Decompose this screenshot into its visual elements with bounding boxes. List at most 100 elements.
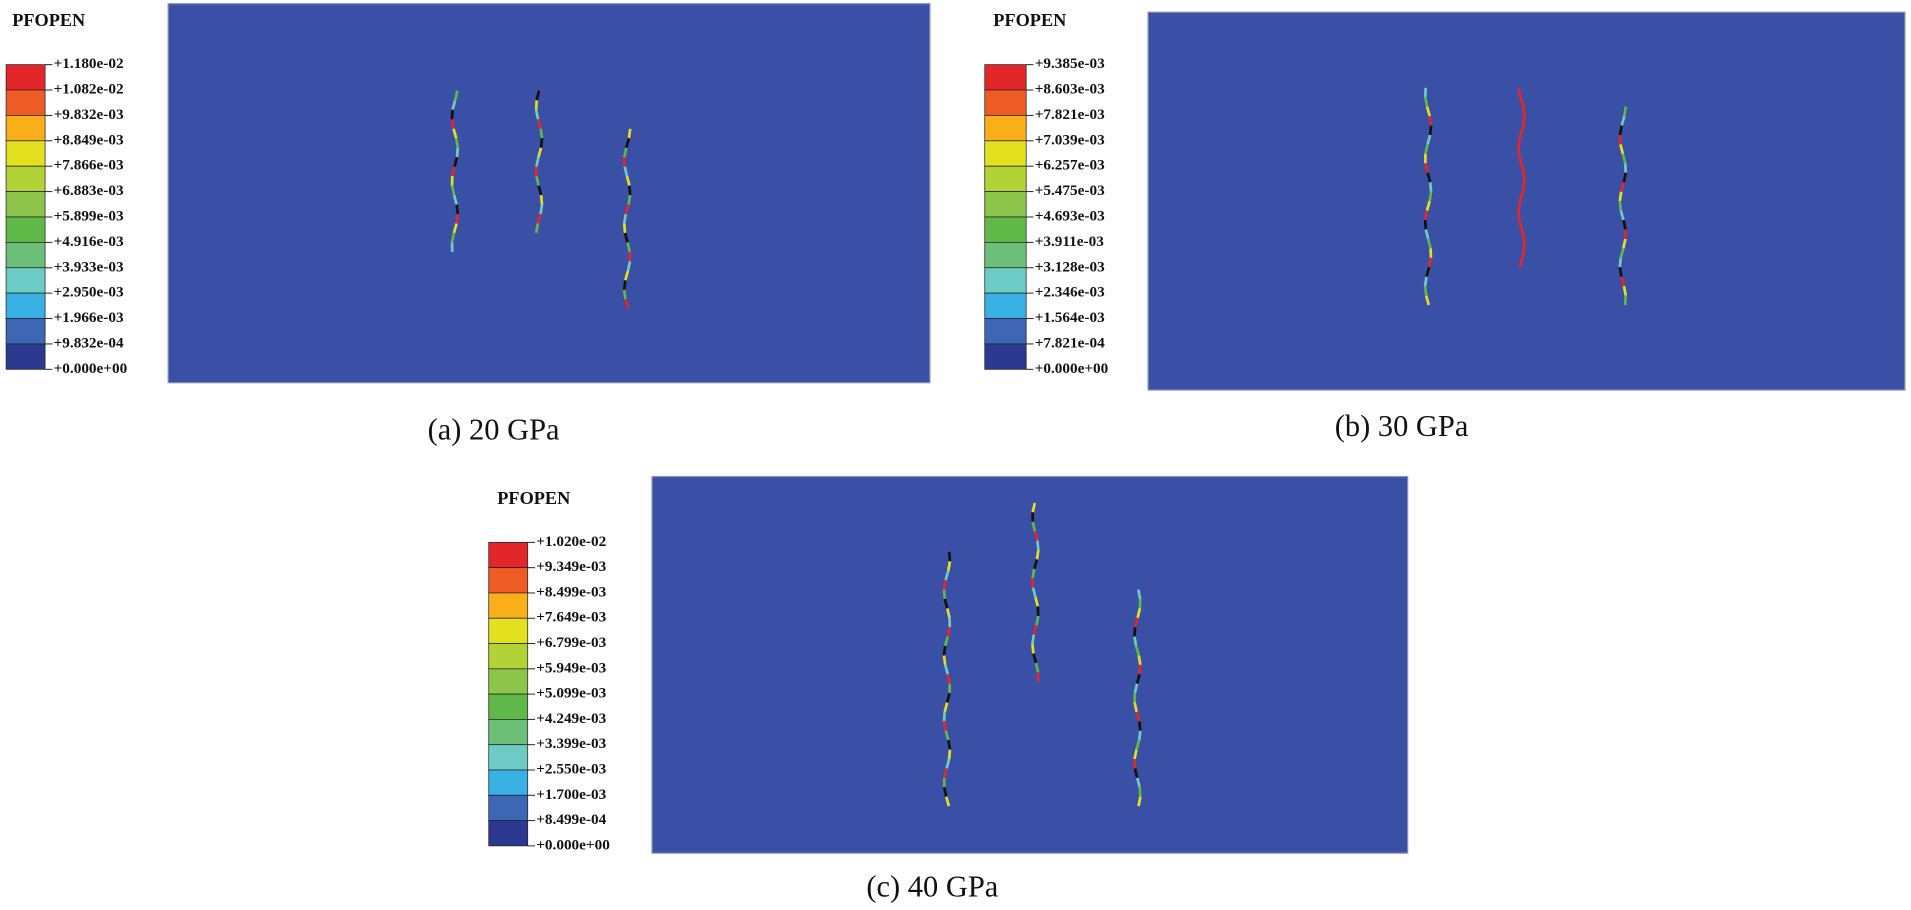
- crack-segment: [537, 147, 543, 158]
- crack-segment: [1135, 777, 1141, 788]
- crack-segment: [944, 730, 950, 741]
- crack-segment: [1618, 191, 1623, 202]
- caption: (a) 20 GPa: [428, 413, 560, 447]
- crack-segment: [1621, 153, 1627, 164]
- crack-segment: [451, 100, 457, 111]
- color-band: [984, 318, 1027, 345]
- crack-segment: [1622, 285, 1628, 296]
- crack-segment: [1134, 645, 1141, 656]
- crack-segment: [627, 128, 632, 139]
- crack-segment: [1423, 210, 1429, 221]
- crack-segment: [942, 721, 948, 732]
- legend-label: +1.700e-03: [536, 786, 606, 803]
- crack-segment: [1031, 502, 1037, 513]
- crack-segment: [1618, 200, 1623, 211]
- legend-label: +0.000e+00: [1035, 360, 1109, 377]
- crack-segment: [1031, 634, 1036, 645]
- legend-label: +9.349e-03: [536, 558, 606, 575]
- crack-segment: [536, 118, 542, 130]
- crack-segment: [1517, 200, 1522, 211]
- legend-label: +7.039e-03: [1035, 131, 1105, 148]
- crack-segment: [1521, 182, 1526, 192]
- legend-label: +5.899e-03: [54, 207, 124, 224]
- color-band: [984, 216, 1027, 243]
- crack-segment: [1035, 615, 1040, 626]
- crack-segment: [627, 194, 632, 205]
- legend-label: +6.799e-03: [536, 634, 606, 651]
- crack-segment: [1425, 200, 1431, 211]
- crack-segment: [1424, 163, 1429, 174]
- crack-segment: [1519, 96, 1525, 108]
- crack-segment: [945, 692, 951, 703]
- crack-segment: [1622, 219, 1627, 230]
- crack-segment: [1423, 276, 1428, 287]
- crack-segment: [534, 223, 540, 234]
- crack-segment: [1031, 587, 1037, 598]
- crack-segment: [1427, 257, 1433, 268]
- crack-segment: [944, 570, 950, 581]
- color-band: [984, 242, 1027, 269]
- color-band: [984, 191, 1027, 218]
- crack-segment: [1423, 219, 1428, 230]
- crack-segment: [1620, 276, 1626, 287]
- crack-segment: [622, 280, 627, 291]
- crack-segment: [1619, 144, 1625, 155]
- crack-segment: [1520, 229, 1526, 240]
- legend-label: +9.832e-03: [54, 106, 124, 123]
- color-band: [488, 567, 529, 594]
- crack-segment: [1137, 796, 1142, 807]
- legend-label: +5.949e-03: [536, 659, 606, 676]
- crack-segment: [946, 626, 952, 637]
- crack-segment: [453, 90, 459, 101]
- crack-segment: [1424, 229, 1430, 240]
- crack-segment: [946, 674, 952, 684]
- crack-segment: [1031, 568, 1036, 579]
- crack-segment: [945, 758, 951, 769]
- color-band: [488, 719, 529, 746]
- crack-segment: [1622, 172, 1628, 183]
- legend-title: PFOPEN: [12, 10, 85, 30]
- crack-segment: [539, 138, 544, 148]
- legend-label: +8.499e-03: [536, 583, 606, 600]
- crack-segment: [1133, 683, 1139, 694]
- color-band: [5, 267, 46, 294]
- crack-segment: [942, 711, 947, 722]
- legend-label: +8.499e-04: [536, 811, 606, 828]
- crack-segment: [943, 636, 950, 647]
- crack-segment: [1424, 144, 1429, 155]
- panel: PFOPEN +1.020e-02 +9.349e-03 +8.499e-03 +7.6…: [488, 475, 1409, 904]
- crack-segment: [1032, 624, 1038, 636]
- caption: (c) 40 GPa: [866, 870, 998, 904]
- crack-segment: [1517, 87, 1523, 98]
- color-band: [488, 592, 529, 619]
- color-band: [5, 165, 46, 192]
- crack-segment: [1035, 549, 1040, 560]
- crack-segment: [1623, 106, 1628, 117]
- color-band: [488, 693, 529, 720]
- crack-segment: [1137, 721, 1142, 731]
- legend-label: +3.911e-03: [1035, 233, 1105, 250]
- crack-segment: [943, 598, 949, 609]
- crack-segment: [535, 175, 540, 186]
- crack-segment: [1518, 191, 1525, 202]
- legend-label: +6.883e-03: [54, 182, 124, 199]
- legend-title: PFOPEN: [497, 488, 570, 508]
- crack-segment: [942, 645, 947, 656]
- crack-segment: [1034, 662, 1040, 673]
- crack-segment: [1517, 134, 1522, 145]
- crack-segment: [945, 608, 951, 619]
- legend-label: +7.821e-03: [1035, 106, 1105, 123]
- crack-segment: [1135, 711, 1141, 722]
- color-band: [488, 643, 529, 670]
- crack-segment: [1428, 115, 1433, 126]
- crack-segment: [1521, 106, 1526, 117]
- crack-segment: [1618, 125, 1624, 136]
- color-band: [984, 140, 1027, 167]
- legend-label: +1.082e-02: [54, 81, 124, 98]
- crack-segment: [535, 156, 540, 167]
- color-band: [984, 343, 1027, 370]
- crack-segment: [452, 194, 458, 205]
- legend-label: +1.564e-03: [1035, 309, 1105, 326]
- crack-segment: [624, 298, 630, 310]
- crack-segment: [454, 138, 460, 148]
